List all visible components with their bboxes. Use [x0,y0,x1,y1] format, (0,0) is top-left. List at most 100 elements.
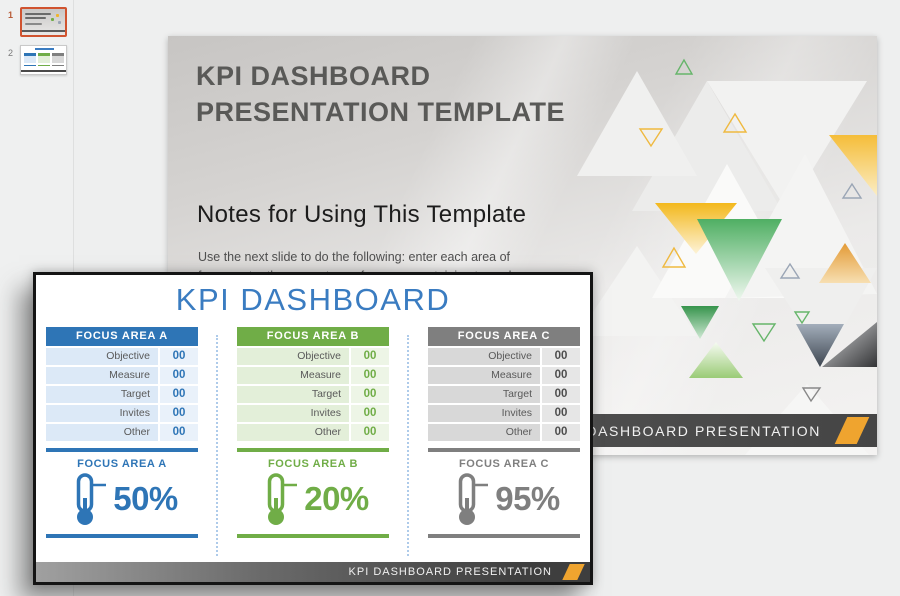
row-label: Other [428,424,540,441]
row-value: 00 [351,367,389,384]
gauge-label: FOCUS AREA C [458,458,550,470]
accent-rule [428,534,580,538]
table-row: Measure 00 [46,367,198,384]
gauge: 95% [428,470,580,528]
thumb2-table-b [38,53,50,63]
thermometer-icon [76,473,107,525]
table-row: Objective 00 [46,348,198,365]
row-value: 00 [542,367,580,384]
row-value: 00 [542,424,580,441]
row-label: Target [46,386,158,403]
table-row: Invites 00 [237,405,389,422]
thumb1-decor-dot [51,18,54,21]
focus-area-columns: FOCUS AREA A Objective 00 Measure 00 Tar… [36,327,590,538]
table-row: Measure 00 [237,367,389,384]
table-row: Invites 00 [428,405,580,422]
thumb1-title-line2 [25,17,46,19]
thumb2-gauge-a [24,65,36,69]
accent-rule [428,448,580,452]
gauge: 50% [46,470,198,528]
row-label: Invites [428,405,540,422]
row-label: Invites [237,405,349,422]
slide-footer-text: KPI DASHBOARD PRESENTATION [553,422,821,439]
gauge-label: FOCUS AREA A [77,458,167,470]
row-value: 00 [160,367,198,384]
table-header: FOCUS AREA B [237,327,389,346]
table-row: Objective 00 [428,348,580,365]
column-divider [216,335,218,556]
thumb2-footer-bar [21,69,66,72]
table-row: Objective 00 [237,348,389,365]
accent-rule [46,534,198,538]
thumb1-title-line [25,13,51,15]
gauge-percent: 50% [113,480,178,517]
gauge: 20% [237,470,389,528]
thumb1-subtitle-line [25,23,42,25]
overlay-footer-bar: KPI DASHBOARD PRESENTATION [36,562,590,582]
row-label: Other [46,424,158,441]
table-row: Target 00 [237,386,389,403]
focus-area-b-column: FOCUS AREA B Objective 00 Measure 00 Tar… [237,327,389,538]
row-label: Other [237,424,349,441]
row-value: 00 [160,424,198,441]
row-value: 00 [351,424,389,441]
slide-subtitle: Notes for Using This Template [197,201,527,228]
table-row: Target 00 [428,386,580,403]
slide-1-thumbnail[interactable] [20,7,67,37]
row-value: 00 [542,405,580,422]
overlay-title: KPI DASHBOARD [175,282,451,317]
row-label: Invites [46,405,158,422]
row-label: Measure [428,367,540,384]
body-line-1: Use the next slide to do the following: … [198,250,510,264]
thumb2-table-a [24,53,36,63]
thumb2-title-line [35,48,54,50]
gauge-label: FOCUS AREA B [267,458,359,470]
thermometer-icon [458,473,489,525]
thumb1-decor-dot [56,14,59,17]
dashboard-preview-overlay[interactable]: KPI DASHBOARD FOCUS AREA A Objective 00 … [33,272,593,585]
accent-rule [237,448,389,452]
thumb1-decor-dot [58,21,61,24]
slide-1-number: 1 [8,10,14,20]
gauge-percent: 95% [495,480,560,517]
table-header: FOCUS AREA A [46,327,198,346]
row-value: 00 [542,348,580,365]
thermometer-icon [267,473,298,525]
table-row: Other 00 [428,424,580,441]
column-divider [407,335,409,556]
row-label: Measure [237,367,349,384]
row-value: 00 [351,386,389,403]
thumb1-footer-bar [22,30,65,32]
overlay-footer-text: KPI DASHBOARD PRESENTATION [348,566,552,578]
row-label: Objective [428,348,540,365]
table-row: Invites 00 [46,405,198,422]
row-value: 00 [351,348,389,365]
slide-2-thumbnail[interactable] [20,45,67,75]
row-label: Target [237,386,349,403]
table-header: FOCUS AREA C [428,327,580,346]
row-value: 00 [160,405,198,422]
triangle-decoration [577,58,877,455]
table-row: Other 00 [46,424,198,441]
accent-rule [46,448,198,452]
row-value: 00 [160,386,198,403]
gauge-percent: 20% [304,480,369,517]
thumb2-gauge-c [52,65,64,69]
slide-canvas: KPI DASHBOARD PRESENTATION TEMPLATE Note… [168,36,877,455]
thumb2-table-c [52,53,64,63]
row-value: 00 [351,405,389,422]
row-label: Measure [46,367,158,384]
accent-rule [237,534,389,538]
slide-2-number: 2 [8,48,14,58]
focus-area-c-column: FOCUS AREA C Objective 00 Measure 00 Tar… [428,327,580,538]
row-value: 00 [160,348,198,365]
table-row: Measure 00 [428,367,580,384]
thumb2-gauge-b [38,65,50,69]
table-row: Other 00 [237,424,389,441]
row-label: Target [428,386,540,403]
slide-title: KPI DASHBOARD PRESENTATION TEMPLATE [196,61,566,128]
row-label: Objective [46,348,158,365]
focus-area-a-column: FOCUS AREA A Objective 00 Measure 00 Tar… [46,327,198,538]
table-row: Target 00 [46,386,198,403]
row-label: Objective [237,348,349,365]
